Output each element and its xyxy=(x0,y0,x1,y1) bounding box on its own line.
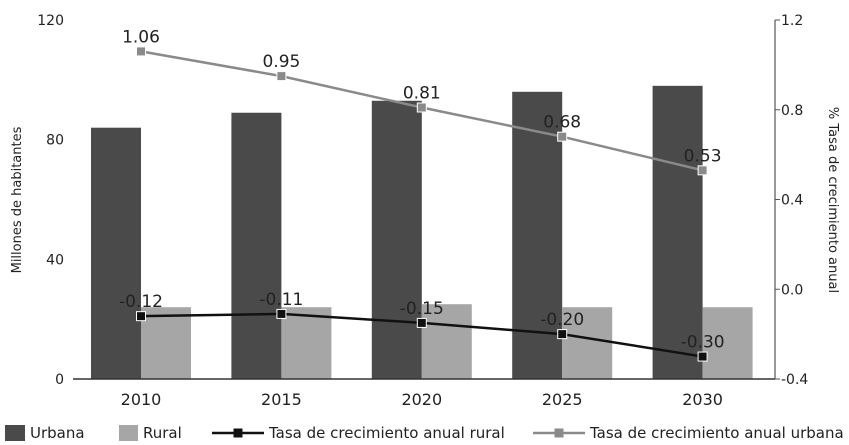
data-label-tasa-de-crecimiento-anual-urbana-2015: 0.95 xyxy=(262,52,300,72)
data-label-tasa-de-crecimiento-anual-urbana-2030: 0.53 xyxy=(684,146,722,166)
y2-tick-label-0-8: 0.8 xyxy=(781,103,803,119)
bar-rural-2010 xyxy=(141,307,191,379)
y-tick-label-40: 40 xyxy=(46,252,64,268)
x-tick-label-2025: 2025 xyxy=(542,390,583,409)
x-tick-label-2015: 2015 xyxy=(261,390,302,409)
marker-tasa-de-crecimiento-anual-rural-2015 xyxy=(276,308,287,319)
legend: Urbana Rural Tasa de crecimiento anual rur… xyxy=(5,424,844,442)
marker-tasa-de-crecimiento-anual-rural-2010 xyxy=(136,311,146,322)
bar-rural-2020 xyxy=(421,304,472,379)
x-tick-label-2030: 2030 xyxy=(682,390,723,409)
bar-urbana-2020 xyxy=(371,100,422,380)
x-tick-label-2020: 2020 xyxy=(401,390,442,409)
data-label-tasa-de-crecimiento-anual-rural-2010: -0.12 xyxy=(119,292,163,312)
data-label-tasa-de-crecimiento-anual-rural-2030: -0.30 xyxy=(681,333,725,353)
marker-tasa-de-crecimiento-anual-urbana-2010 xyxy=(136,46,146,57)
marker-tasa-de-crecimiento-anual-urbana-2030 xyxy=(697,165,708,176)
y-tick-label-80: 80 xyxy=(46,133,64,149)
x-tick-label-2010: 2010 xyxy=(121,390,162,409)
data-label-tasa-de-crecimiento-anual-rural-2020: -0.15 xyxy=(400,299,444,319)
legend-label-urbana: Urbana xyxy=(30,424,85,442)
marker-tasa-de-crecimiento-anual-rural-2020 xyxy=(416,317,427,328)
legend-label-tasa-de-crecimiento-anual-urbana: Tasa de crecimiento anual urbana xyxy=(589,424,844,442)
line-group xyxy=(136,46,708,362)
y2-tick-label-1-2: 1.2 xyxy=(781,13,803,29)
marker-tasa-de-crecimiento-anual-rural-2025 xyxy=(557,329,568,340)
y2-tick-label-0-4: -0.4 xyxy=(781,372,808,388)
legend-marker-tasa-de-crecimiento-anual-urbana xyxy=(554,428,564,438)
y2-tick-label-0-0: 0.0 xyxy=(781,282,803,298)
bar-rural-2025 xyxy=(562,307,613,379)
data-label-tasa-de-crecimiento-anual-rural-2025: -0.20 xyxy=(540,310,584,330)
y2-tick-label-0-4: 0.4 xyxy=(781,193,803,209)
legend-label-rural: Rural xyxy=(143,424,182,442)
data-label-tasa-de-crecimiento-anual-rural-2015: -0.11 xyxy=(259,290,303,310)
marker-tasa-de-crecimiento-anual-urbana-2015 xyxy=(276,71,287,82)
y-tick-label-0: 0 xyxy=(55,372,64,388)
data-label-tasa-de-crecimiento-anual-urbana-2020: 0.81 xyxy=(403,84,441,104)
bar-rural-2015 xyxy=(281,307,332,379)
bar-group xyxy=(91,85,753,380)
y-tick-label-120: 120 xyxy=(37,13,64,29)
y-ticks: 0 40 80 120 xyxy=(37,13,64,388)
legend-swatch-rural xyxy=(119,425,138,441)
bar-rural-2030 xyxy=(702,307,753,379)
bar-urbana-2015 xyxy=(231,112,282,379)
plot-area: -0.12 -0.11 -0.15 -0.20 -0.30 1.06 0.95 0.81 0.6… xyxy=(91,27,753,380)
y2-ticks: -0.4 0.0 0.4 0.8 1.2 xyxy=(775,13,808,388)
legend-swatch-urbana xyxy=(5,425,25,441)
marker-tasa-de-crecimiento-anual-rural-2030 xyxy=(697,351,708,362)
data-label-tasa-de-crecimiento-anual-urbana-2010: 1.06 xyxy=(122,27,160,47)
legend-label-tasa-de-crecimiento-anual-rural: Tasa de crecimiento anual rural xyxy=(268,424,505,442)
marker-tasa-de-crecimiento-anual-urbana-2020 xyxy=(416,102,427,113)
bar-urbana-2010 xyxy=(91,127,141,379)
legend-marker-tasa-de-crecimiento-anual-rural xyxy=(233,428,243,438)
marker-tasa-de-crecimiento-anual-urbana-2025 xyxy=(557,131,568,142)
data-label-tasa-de-crecimiento-anual-urbana-2025: 0.68 xyxy=(543,113,581,133)
bar-urbana-2030 xyxy=(652,85,703,380)
data-labels: -0.12 -0.11 -0.15 -0.20 -0.30 1.06 0.95 0.81 0.6… xyxy=(119,27,725,352)
y2-axis-title: % Tasa de crecimiento anual xyxy=(825,107,840,293)
x-ticks: 2010 2015 2020 2025 2030 xyxy=(121,390,723,409)
y-axis-title: Millones de habitantes xyxy=(10,126,25,273)
